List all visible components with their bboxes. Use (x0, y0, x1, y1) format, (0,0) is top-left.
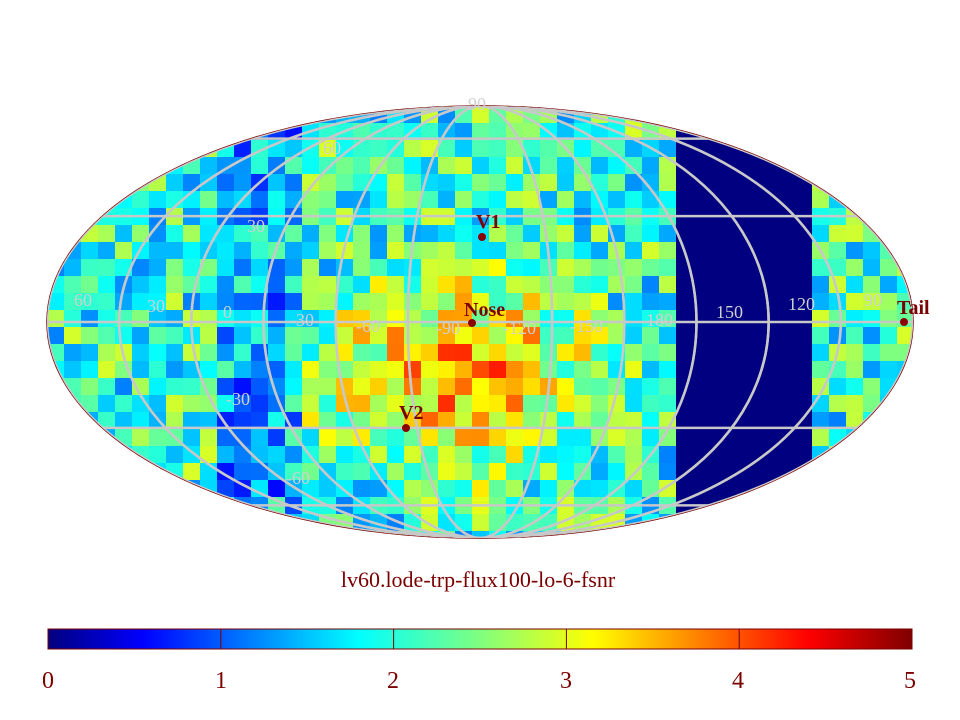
colorbar: 0 1 2 3 4 5 (42, 628, 916, 694)
colorbar-tick-3: 3 (560, 668, 572, 694)
marker-tail-label: Tail (897, 297, 930, 319)
lon-label-90: 90 (864, 290, 882, 310)
lon-label-minus120: -120 (503, 318, 536, 338)
lon-label-60: 60 (74, 290, 92, 310)
marker-v1-label: V1 (476, 211, 500, 233)
colorbar-gradient (47, 628, 913, 650)
marker-nose (468, 319, 476, 327)
colorbar-tick-0: 0 (42, 668, 54, 694)
sky-map-pixels (47, 106, 913, 538)
colorbar-tick-4: 4 (732, 668, 744, 694)
lon-label-minus30: -30 (290, 310, 314, 330)
lon-label-120: 120 (788, 294, 815, 314)
map-title: lv60.lode-trp-flux100-lo-6-fsnr (341, 567, 616, 592)
colorbar-tick-5: 5 (904, 668, 916, 694)
graticule-grid (47, 106, 913, 538)
lon-label-150: 150 (716, 302, 743, 322)
markers: V1 Nose V2 Tail (399, 211, 930, 432)
marker-v2-label: V2 (399, 402, 423, 424)
lat-label-minus60: -60 (286, 468, 310, 488)
colorbar-tick-2: 2 (387, 668, 399, 694)
marker-tail (900, 318, 908, 326)
lon-label-30: 30 (147, 296, 165, 316)
lon-label-minus60: -60 (356, 316, 380, 336)
grid-labels: 60 30 0 -30 -60 -90 -120 -150 180 150 12… (74, 94, 882, 488)
lon-label-0: 0 (223, 302, 232, 322)
lat-label-30: 30 (247, 216, 265, 236)
lon-label-minus150: -150 (570, 316, 603, 336)
marker-v1 (478, 233, 486, 241)
lon-label-minus90: -90 (436, 318, 460, 338)
marker-nose-label: Nose (464, 299, 505, 321)
marker-v2 (402, 424, 410, 432)
lon-label-180: 180 (646, 310, 673, 330)
colorbar-tick-1: 1 (215, 668, 227, 694)
lat-label-minus30: -30 (226, 389, 250, 409)
lat-label-60: 60 (323, 138, 341, 158)
lat-label-90: 90 (468, 94, 486, 114)
